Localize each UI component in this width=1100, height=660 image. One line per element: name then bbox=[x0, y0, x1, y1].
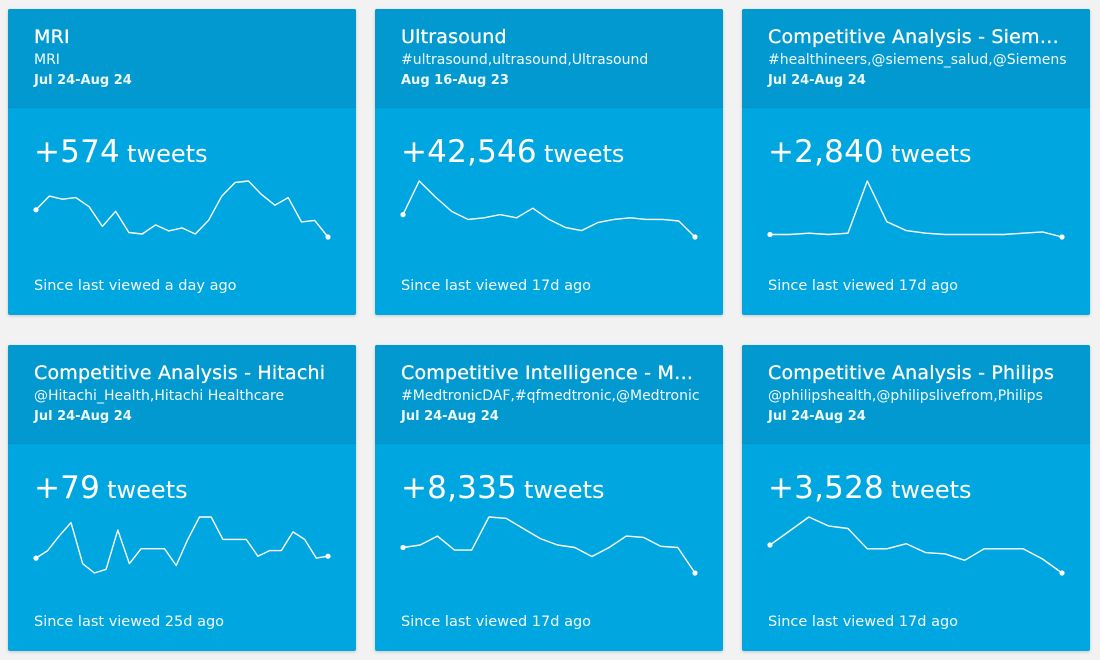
tweet-trend-sparkline bbox=[33, 516, 331, 574]
search-card-siemens[interactable]: Competitive Analysis - Siemens #healthin… bbox=[742, 9, 1090, 315]
card-date-range: Jul 24-Aug 24 bbox=[401, 409, 499, 424]
tweet-count: +2,840 tweets bbox=[768, 133, 972, 176]
last-viewed-text: Since last viewed 17d ago bbox=[768, 614, 959, 630]
tweet-count: +42,546 tweets bbox=[401, 133, 624, 176]
sparkline-start-point bbox=[400, 544, 406, 551]
search-card-philips[interactable]: Competitive Analysis - Philips @philipsh… bbox=[742, 345, 1090, 651]
tweet-count-unit: tweets bbox=[891, 476, 972, 504]
tweet-count-number: +79 bbox=[34, 470, 101, 506]
card-date-range: Jul 24-Aug 24 bbox=[34, 73, 132, 88]
sparkline-end-point bbox=[325, 553, 331, 559]
sparkline-path bbox=[35, 180, 329, 238]
card-title: MRI bbox=[34, 26, 70, 48]
tweet-trend-sparkline bbox=[33, 180, 331, 240]
sparkline-end-point bbox=[325, 234, 331, 240]
last-viewed-text: Since last viewed 17d ago bbox=[401, 614, 592, 630]
last-viewed-text: Since last viewed 25d ago bbox=[34, 614, 225, 630]
card-query: @philipshealth,@philipslivefrom,Philips bbox=[768, 388, 1043, 404]
tweet-trend-sparkline bbox=[767, 516, 1065, 576]
tweet-count: +574 tweets bbox=[34, 133, 208, 176]
sparkline-path bbox=[770, 180, 1063, 238]
card-title: Competitive Analysis - Siemens bbox=[768, 26, 1068, 48]
card-date-range: Jul 24-Aug 24 bbox=[768, 409, 866, 424]
sparkline-end-point bbox=[692, 234, 698, 240]
card-header: MRI MRI Jul 24-Aug 24 bbox=[8, 9, 356, 108]
card-title: Competitive Intelligence - Medtronic bbox=[401, 362, 701, 384]
sparkline-path bbox=[769, 516, 1063, 574]
tweet-count-number: +574 bbox=[34, 134, 120, 170]
sparkline-start-point bbox=[767, 542, 773, 548]
last-viewed-text: Since last viewed 17d ago bbox=[401, 278, 592, 294]
card-query: #MedtronicDAF,#qfmedtronic,@Medtronic bbox=[401, 388, 700, 404]
tweet-trend-sparkline bbox=[400, 516, 698, 576]
card-header: Competitive Analysis - Philips @philipsh… bbox=[742, 345, 1090, 444]
tweet-count: +79 tweets bbox=[34, 469, 188, 512]
search-card-mri[interactable]: MRI MRI Jul 24-Aug 24 +574 tweets Since … bbox=[8, 9, 356, 315]
sparkline-start-point bbox=[767, 231, 773, 238]
last-viewed-text: Since last viewed 17d ago bbox=[768, 278, 959, 294]
tweet-count-number: +8,335 bbox=[401, 470, 517, 506]
tweet-count-unit: tweets bbox=[524, 476, 605, 504]
sparkline-start-point bbox=[33, 207, 39, 213]
search-card-hitachi[interactable]: Competitive Analysis - Hitachi @Hitachi_… bbox=[8, 345, 356, 651]
card-date-range: Jul 24-Aug 24 bbox=[768, 73, 866, 88]
card-header: Competitive Intelligence - Medtronic #Me… bbox=[375, 345, 723, 444]
card-header: Competitive Analysis - Siemens #healthin… bbox=[742, 9, 1090, 108]
card-query: #healthineers,@siemens_salud,@Siemens bbox=[768, 52, 1067, 68]
sparkline-start-point bbox=[33, 555, 39, 561]
tweet-count-unit: tweets bbox=[127, 140, 208, 168]
sparkline-path bbox=[402, 180, 696, 238]
card-title: Competitive Analysis - Hitachi bbox=[34, 362, 326, 384]
card-query: #ultrasound,ultrasound,Ultrasound bbox=[401, 52, 649, 68]
tweet-trend-sparkline bbox=[400, 180, 698, 240]
sparkline-end-point bbox=[1059, 570, 1065, 576]
tweet-count-number: +42,546 bbox=[401, 134, 537, 170]
tweet-count: +8,335 tweets bbox=[401, 469, 605, 512]
tweet-count-unit: tweets bbox=[891, 140, 972, 168]
card-date-range: Jul 24-Aug 24 bbox=[34, 409, 132, 424]
tweet-trend-sparkline bbox=[767, 180, 1065, 240]
tweet-count-number: +3,528 bbox=[768, 470, 884, 506]
sparkline-path bbox=[35, 516, 329, 574]
card-date-range: Aug 16-Aug 23 bbox=[401, 73, 509, 88]
card-header: Competitive Analysis - Hitachi @Hitachi_… bbox=[8, 345, 356, 444]
tweet-count: +3,528 tweets bbox=[768, 469, 972, 512]
sparkline-end-point bbox=[692, 570, 698, 576]
sparkline-start-point bbox=[400, 212, 406, 218]
tweet-count-unit: tweets bbox=[543, 140, 625, 168]
card-header: Ultrasound #ultrasound,ultrasound,Ultras… bbox=[375, 9, 723, 108]
search-card-ultrasound[interactable]: Ultrasound #ultrasound,ultrasound,Ultras… bbox=[375, 9, 723, 315]
card-title: Competitive Analysis - Philips bbox=[768, 362, 1055, 384]
card-query: MRI bbox=[34, 52, 60, 68]
card-query: @Hitachi_Health,Hitachi Healthcare bbox=[34, 388, 285, 404]
tweet-count-number: +2,840 bbox=[768, 134, 884, 170]
last-viewed-text: Since last viewed a day ago bbox=[34, 278, 237, 294]
tweet-count-unit: tweets bbox=[107, 476, 188, 504]
search-card-medtronic[interactable]: Competitive Intelligence - Medtronic #Me… bbox=[375, 345, 723, 651]
sparkline-path bbox=[402, 516, 696, 574]
sparkline-end-point bbox=[1059, 234, 1065, 240]
card-title: Ultrasound bbox=[401, 26, 507, 48]
